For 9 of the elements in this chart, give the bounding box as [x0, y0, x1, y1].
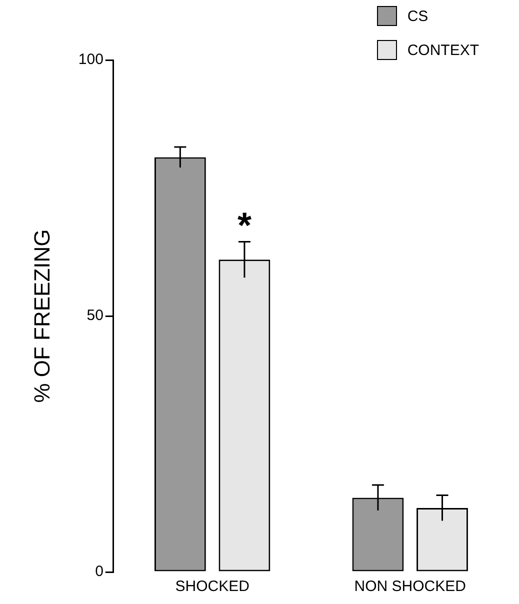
y-tick-label: 0 [95, 563, 104, 580]
x-tick-label: NON SHOCKED [354, 578, 466, 596]
y-tick-label: 100 [78, 51, 104, 68]
y-axis-title: % OF FREEZING [29, 229, 54, 403]
data-label: * [237, 204, 252, 246]
y-tick-label: 50 [86, 307, 104, 324]
legend-label: CONTEXT [407, 42, 479, 58]
legend-label: CS [407, 8, 428, 24]
x-tick-label: SHOCKED [175, 578, 250, 596]
